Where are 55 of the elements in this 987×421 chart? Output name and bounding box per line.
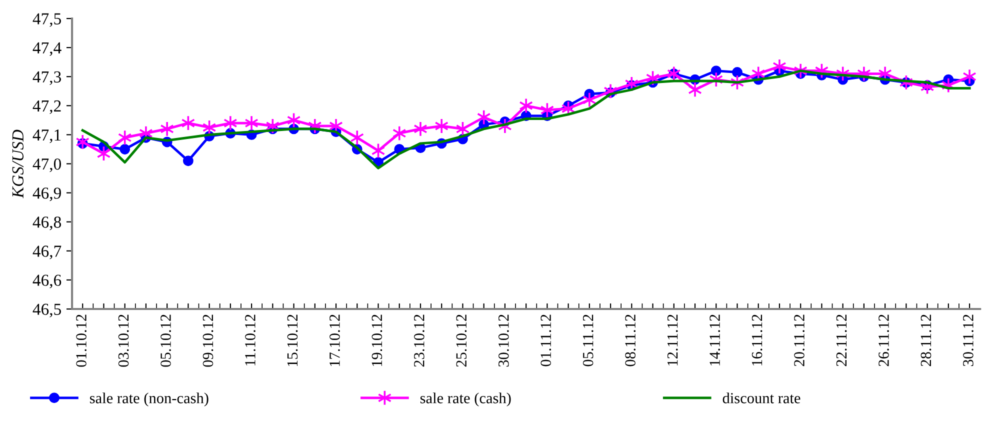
y-tick-label: 47,4 bbox=[32, 42, 62, 56]
x-tick-label: 01.10.12 bbox=[76, 314, 86, 367]
point bbox=[392, 125, 406, 142]
legend-label: discount rate bbox=[722, 392, 800, 404]
x-tick-label: 14.11.12 bbox=[710, 314, 720, 366]
x-tick-label: 30.10.12 bbox=[498, 314, 509, 367]
y-tick-label: 46,8 bbox=[32, 216, 61, 230]
y-tick-label: 46,9 bbox=[32, 188, 61, 202]
legend-label: sale rate (non-cash) bbox=[90, 392, 208, 406]
x-tick-label: 28.11.12 bbox=[920, 314, 932, 366]
point bbox=[772, 58, 786, 74]
y-tick-label: 46,5 bbox=[32, 304, 61, 318]
y-tick-label: 47,3 bbox=[32, 71, 61, 85]
point bbox=[710, 66, 722, 76]
y-tick-label: 47,5 bbox=[32, 13, 61, 27]
point bbox=[434, 118, 449, 134]
x-tick-label: 25.10.12 bbox=[456, 314, 467, 367]
x-tick-label: 19.10.12 bbox=[372, 314, 382, 366]
x-tick-label: 30.11.12 bbox=[963, 314, 974, 366]
x-tick-label: 17.10.12 bbox=[330, 314, 340, 366]
point bbox=[76, 134, 90, 150]
x-tick-label: 08.11.12 bbox=[625, 314, 636, 366]
point bbox=[182, 156, 194, 166]
x-tick-label: 23.10.12 bbox=[414, 314, 424, 367]
y-tick-label: 46,6 bbox=[32, 274, 62, 288]
point bbox=[519, 98, 533, 114]
y-tick-label: 47,1 bbox=[32, 130, 61, 144]
x-tick-label: 03.10.12 bbox=[118, 314, 129, 367]
x-tick-label: 05.11.12 bbox=[582, 314, 594, 366]
point bbox=[224, 115, 238, 131]
y-tick-label: 47,2 bbox=[32, 100, 61, 114]
point bbox=[688, 82, 702, 98]
point bbox=[414, 121, 428, 137]
point bbox=[732, 67, 742, 78]
x-tick-label: 16.11.12 bbox=[752, 314, 762, 366]
x-tick-label: 22.11.12 bbox=[836, 314, 847, 366]
y-tick-label: 46,7 bbox=[32, 246, 62, 260]
x-tick-label: 15.10.12 bbox=[287, 314, 298, 366]
legend-label: sale rate (cash) bbox=[420, 392, 511, 406]
x-tick-label: 09.10.12 bbox=[202, 314, 214, 367]
point bbox=[244, 115, 258, 131]
x-tick-label: 11.10.12 bbox=[245, 314, 256, 366]
y-tick-label: 47,0 bbox=[32, 158, 61, 172]
point bbox=[160, 121, 174, 137]
x-tick-label: 01.11.12 bbox=[540, 314, 552, 366]
x-tick-label: 12.11.12 bbox=[667, 314, 678, 366]
y-axis-title: KGS/USD bbox=[12, 130, 24, 198]
point bbox=[120, 144, 130, 154]
x-tick-label: 20.11.12 bbox=[794, 314, 804, 366]
point bbox=[962, 68, 976, 84]
x-tick-label: 26.11.12 bbox=[878, 314, 889, 366]
x-tick-label: 05.10.12 bbox=[160, 314, 171, 367]
point bbox=[350, 130, 364, 146]
point bbox=[582, 92, 596, 108]
point bbox=[666, 66, 681, 82]
